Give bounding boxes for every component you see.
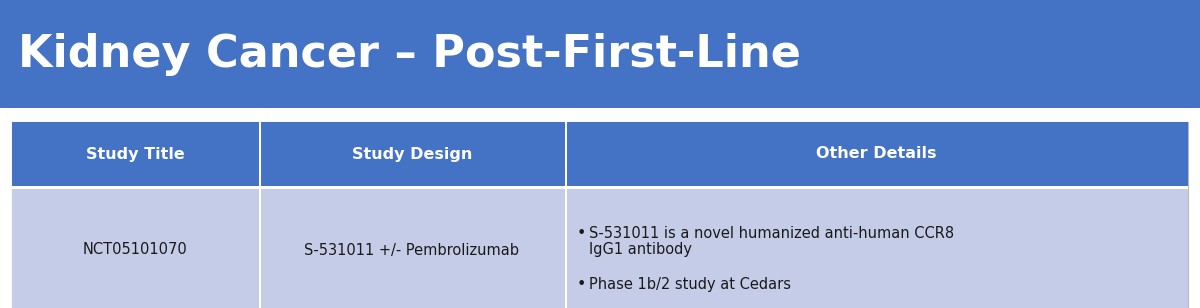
- Text: •: •: [577, 225, 586, 241]
- Bar: [0, 0, 1200, 108]
- Text: S-531011 +/- Pembrolizumab: S-531011 +/- Pembrolizumab: [305, 242, 520, 257]
- Text: IgG1 antibody: IgG1 antibody: [589, 241, 691, 257]
- Text: Phase 1b/2 study at Cedars: Phase 1b/2 study at Cedars: [589, 277, 791, 292]
- Text: Other Details: Other Details: [816, 147, 937, 161]
- Bar: [12, 122, 1188, 308]
- Text: •: •: [577, 277, 586, 292]
- Bar: [12, 122, 259, 186]
- Bar: [565, 122, 566, 186]
- Text: NCT05101070: NCT05101070: [83, 242, 188, 257]
- Bar: [259, 122, 260, 186]
- Bar: [565, 122, 1188, 186]
- Bar: [565, 189, 1188, 308]
- Text: Study Title: Study Title: [86, 147, 185, 161]
- Bar: [0, 108, 1200, 122]
- Bar: [259, 189, 565, 308]
- Bar: [259, 189, 260, 308]
- Bar: [12, 189, 259, 308]
- Bar: [12, 186, 1188, 189]
- Text: Study Design: Study Design: [352, 147, 472, 161]
- Text: Kidney Cancer – Post-First-Line: Kidney Cancer – Post-First-Line: [18, 33, 800, 75]
- Bar: [259, 122, 565, 186]
- Text: S-531011 is a novel humanized anti-human CCR8: S-531011 is a novel humanized anti-human…: [589, 225, 954, 241]
- Bar: [565, 189, 566, 308]
